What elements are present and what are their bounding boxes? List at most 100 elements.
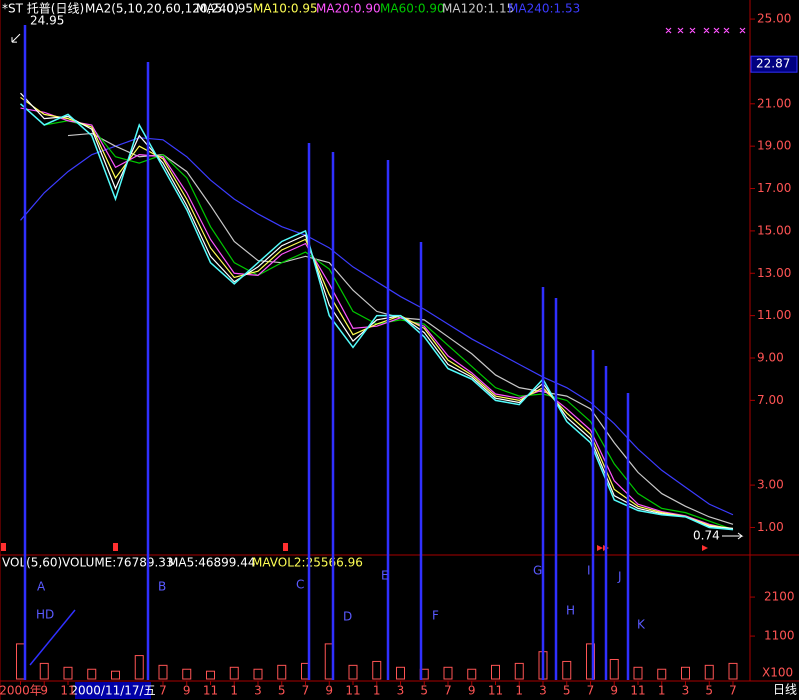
x-tick-label: 11 [60, 684, 75, 698]
x-tick-label: 2000年 [0, 684, 42, 698]
volume-bar [348, 664, 358, 680]
info-icons [665, 27, 746, 34]
y-unit: X100 [762, 666, 793, 680]
volume-bar [609, 658, 619, 680]
volume-bar [87, 668, 97, 680]
event-icons [1, 543, 708, 551]
y-tick-label: 15.00 [757, 223, 791, 237]
note-line [29, 609, 76, 666]
marker-label: C [296, 578, 304, 592]
marker-label: K [637, 618, 646, 632]
x-tick-label: 9 [325, 684, 333, 698]
volume-bar [704, 664, 714, 680]
note-label: HD [36, 608, 54, 622]
volume-bar [253, 668, 263, 680]
high-label: 24.95 [30, 14, 64, 28]
x-tick-label: 3 [682, 684, 690, 698]
volume-bar [372, 660, 382, 680]
marker-label: J [617, 570, 622, 584]
legend-entry: MAVOL2:25566.96 [252, 556, 363, 570]
y-tick-label: 3.00 [757, 478, 784, 492]
x-tick-label: 11 [630, 684, 645, 698]
legend-entry: MA5:0.95 [196, 2, 253, 16]
volume-bar [63, 666, 73, 680]
marker-label: A [37, 580, 46, 594]
y-tick-label: 13.00 [757, 266, 791, 280]
volume-bar [396, 666, 405, 680]
legend-entry: MA120:1.15 [442, 2, 514, 16]
volume-bar [111, 670, 120, 680]
ma-line [20, 137, 734, 516]
y-tick-label: 21.00 [757, 96, 791, 110]
legend-entry: VOL(5,60) [2, 556, 62, 570]
x-tick-label: 5 [278, 684, 286, 698]
x-tick-label: 1 [373, 684, 381, 698]
x-tick-label: 7 [159, 684, 167, 698]
y-tick-label: 17.00 [757, 181, 791, 195]
volume-bar [514, 662, 524, 680]
y-tick-label: 7.00 [757, 393, 784, 407]
volume-bar [586, 643, 595, 680]
marker-label: I [587, 564, 591, 578]
x-tick-label: 11 [345, 684, 360, 698]
chart-title: *ST 托普(日线) [2, 2, 84, 16]
legend-entry: MA5:46899.44 [168, 556, 256, 570]
volume-bar [206, 670, 215, 680]
ma-line [67, 132, 734, 525]
legend-entry: MA10:0.95 [253, 2, 318, 16]
cursor-date: 2000/11/17/五 [70, 684, 155, 698]
indicator-label: MA2(5,10,20,60,120,240) [85, 2, 239, 16]
x-tick-label: 11 [203, 684, 218, 698]
volume-bar [134, 655, 144, 680]
volume-bar [562, 660, 572, 680]
volume-bar [728, 662, 738, 680]
x-tick-label: 1 [515, 684, 523, 698]
marker-label: E [381, 569, 389, 583]
x-tick-label: 1 [230, 684, 238, 698]
legend-entry: MA240:1.53 [508, 2, 580, 16]
volume-bar [633, 666, 643, 680]
volume-bar [39, 662, 49, 680]
x-tick-label: 3 [397, 684, 405, 698]
ma-line [20, 107, 734, 531]
low-arrow [722, 532, 744, 540]
x-tick-label: 7 [587, 684, 595, 698]
y-tick-label: 25.00 [757, 12, 791, 26]
x-tick-label: 11 [488, 684, 503, 698]
x-tick-label: 9 [183, 684, 191, 698]
volume-bar [229, 666, 239, 680]
x-tick-label: 1 [658, 684, 666, 698]
low-label: 0.74 [693, 528, 720, 542]
y-tick-label: 9.00 [757, 350, 784, 364]
x-tick-label: 5 [705, 684, 713, 698]
x-tick-label: 7 [444, 684, 452, 698]
legend-entry: VOLUME:76789.33 [62, 556, 174, 570]
volume-bar [16, 643, 25, 680]
y-tick-label: 19.00 [757, 139, 791, 153]
volume-bar [443, 666, 453, 680]
volume-bar [277, 664, 287, 680]
volume-bar [158, 664, 168, 680]
marker-label: G [533, 564, 542, 578]
marker-label: F [432, 609, 439, 623]
volume-bar [657, 668, 667, 680]
y-tick-label: 2100 [764, 590, 795, 604]
marker-label: B [158, 580, 166, 594]
ma-line [20, 92, 734, 530]
y-tick-label: 1.00 [757, 520, 784, 534]
marker-label: D [343, 610, 352, 624]
last-price: 22.87 [756, 57, 790, 71]
cursor-date-box [75, 682, 151, 699]
volume-bar [467, 668, 477, 680]
x-tick-label: 9 [610, 684, 618, 698]
x-tick-label: 7 [729, 684, 737, 698]
period-label: 日线 [773, 683, 797, 697]
x-tick-label: 7 [302, 684, 310, 698]
volume-bar [491, 664, 500, 680]
x-tick-label: 9 [468, 684, 476, 698]
x-tick-label: 9 [40, 684, 48, 698]
last-price-box [750, 55, 798, 73]
high-arrow [11, 33, 21, 43]
x-tick-label: 5 [563, 684, 571, 698]
